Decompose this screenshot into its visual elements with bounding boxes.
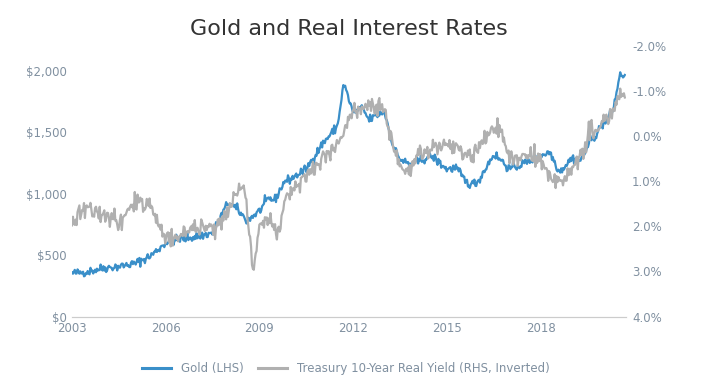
Legend: Gold (LHS), Treasury 10-Year Real Yield (RHS, Inverted): Gold (LHS), Treasury 10-Year Real Yield … bbox=[137, 358, 554, 380]
Title: Gold and Real Interest Rates: Gold and Real Interest Rates bbox=[190, 19, 508, 39]
